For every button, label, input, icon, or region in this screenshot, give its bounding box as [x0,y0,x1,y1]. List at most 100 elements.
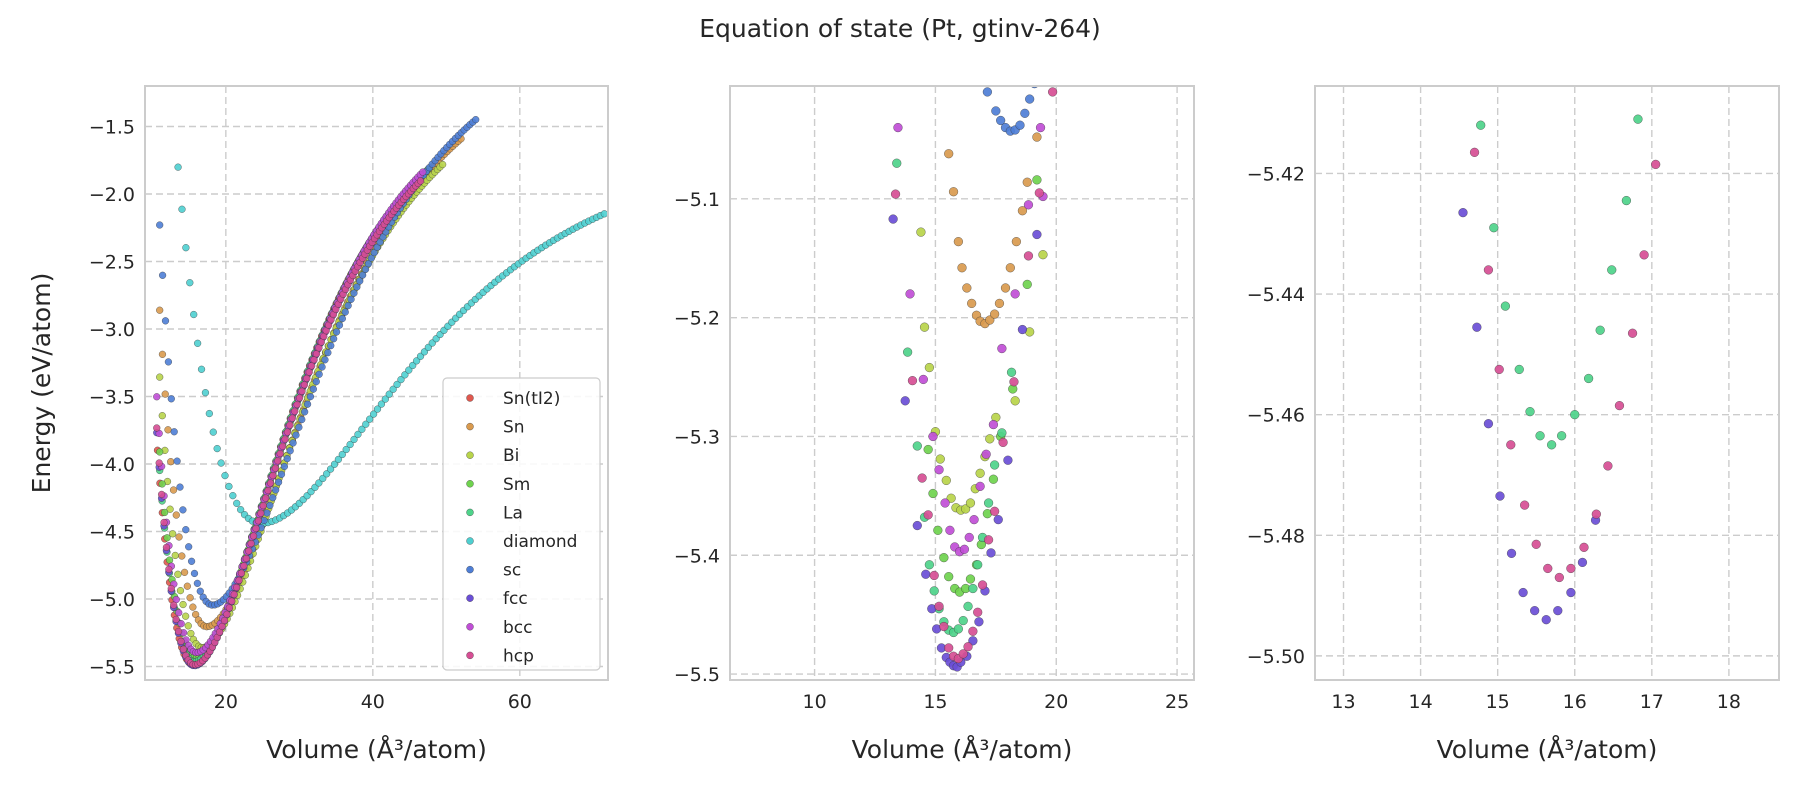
x-tick-label: 40 [361,691,385,713]
point-sm [939,553,949,563]
point-fcc [1458,208,1468,218]
point-hcp [242,554,250,563]
y-tick-label: −1.5 [89,117,135,139]
point-diamond [358,425,366,433]
point-sc [263,509,271,517]
point-hcp [298,387,306,395]
point-sm [965,574,976,584]
point-sc [321,356,329,364]
point-diamond [201,389,210,397]
point-sn [183,582,191,590]
point-fcc [1003,455,1013,465]
point-sn [962,283,972,293]
point-bcc [928,431,938,442]
legend-label: fcc [503,589,528,609]
point-hcp [174,627,183,635]
point-hcp [165,565,173,573]
point-bi [439,160,447,169]
point-bcc [945,525,955,535]
point-sc [196,587,204,595]
point-bcc [981,449,991,459]
point-hcp [984,535,994,545]
point-la [953,624,963,634]
y-tick-label: −3.0 [89,319,135,341]
point-sc [167,395,175,403]
point-diamond [413,357,421,365]
point-bi [156,373,164,381]
point-diamond [174,163,182,171]
point-hcp [257,509,265,517]
x-axis-label: Volume (Å³/atom) [266,735,487,764]
point-sc [312,378,320,386]
point-sc [161,317,170,325]
point-hcp [963,642,973,652]
point-la [1607,265,1617,275]
point-diamond [428,339,436,347]
point-sn [158,350,167,358]
point-sc [173,457,181,465]
y-axis-label: Energy (eV/atom) [27,273,56,494]
point-hcp [240,562,248,570]
point-fcc [993,515,1003,525]
point-sn [1005,263,1015,273]
point-bi [965,498,976,508]
point-sm [161,508,169,517]
point-hcp [934,601,944,611]
point-hcp [254,517,262,525]
point-hcp [233,583,241,592]
point-diamond [197,365,206,373]
point-fcc [921,569,931,579]
y-tick-label: −5.48 [1247,525,1305,547]
point-sc [338,314,346,323]
point-bcc [940,498,950,508]
point-sc [292,431,300,439]
point-fcc [1483,419,1493,429]
point-hcp [315,344,323,352]
point-sc [341,308,349,316]
y-tick-label: −5.46 [1247,405,1305,427]
point-hcp [235,576,243,584]
point-diamond [205,409,213,418]
y-tick-label: −5.3 [674,426,720,448]
point-hcp [1531,539,1541,549]
point-hcp [262,494,270,502]
point-sc [350,289,358,297]
point-diamond [186,279,194,287]
x-tick-label: 10 [802,691,826,713]
point-la [1547,440,1557,450]
point-bi [941,475,951,485]
point-fcc [986,548,996,558]
point-diamond [362,420,370,428]
point-hcp [958,649,968,659]
point-diamond [366,415,374,423]
point-la [1557,431,1567,441]
point-bi [985,434,995,444]
point-hcp [228,597,236,605]
axes-frame [1314,85,1780,681]
point-hcp [250,532,258,540]
point-bi [924,362,934,373]
figure-suptitle: Equation of state (Pt, gtinv-264) [699,14,1101,43]
point-hcp [1614,401,1625,411]
point-la [912,441,922,451]
point-la [1500,301,1510,311]
point-sc [364,260,373,268]
point-diamond [182,244,190,252]
legend-marker [466,480,474,488]
point-bi [1038,250,1048,260]
point-sn [178,552,186,560]
point-bcc [153,393,161,401]
point-fcc [1017,324,1027,335]
point-diamond [213,445,221,453]
point-sm [156,448,164,456]
point-diamond [409,361,417,370]
point-bi [174,570,182,578]
point-fcc [1577,557,1588,567]
point-sn [172,511,180,519]
point-diamond [600,210,608,218]
point-sm [163,534,171,542]
point-hcp [160,518,168,527]
panel-zoom-minimum: 13 14 15 16 17 18 −5.42 −5.44 −5.46 −5.48 −5.50 Vol… [1247,85,1780,764]
point-sc [327,342,335,350]
y-tick-label: −5.0 [89,589,135,611]
